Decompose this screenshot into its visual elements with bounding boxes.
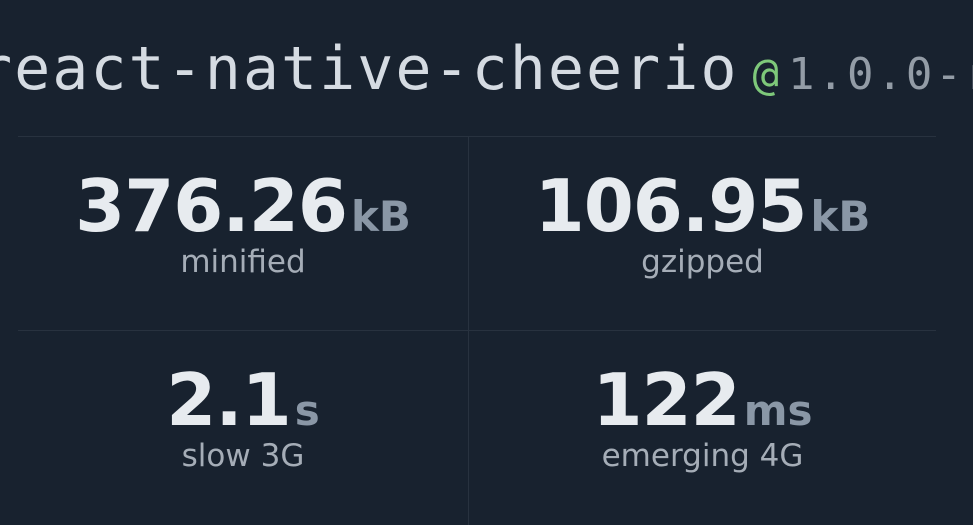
stat-gzipped: 106.95kB gzipped xyxy=(469,164,936,280)
version-at-symbol: @ xyxy=(752,49,780,100)
grid-divider-top xyxy=(18,136,936,137)
stat-slow-3g-unit: s xyxy=(294,386,320,435)
stat-emerging-4g: 122ms emerging 4G xyxy=(469,358,936,474)
stat-slow-3g-label: slow 3G xyxy=(181,438,305,474)
stats-grid: 376.26kB minified 106.95kB gzipped 2.1s … xyxy=(18,136,936,525)
stat-slow-3g-value: 2.1 xyxy=(166,358,292,442)
stat-minified-unit: kB xyxy=(350,192,411,241)
package-title: react-native-cheerio @1.0.0-rc.4 xyxy=(0,32,973,112)
stat-minified-value-line: 376.26kB xyxy=(18,164,468,248)
stat-slow-3g: 2.1s slow 3G xyxy=(18,358,468,474)
stat-gzipped-unit: kB xyxy=(810,192,871,241)
package-name: react-native-cheerio xyxy=(0,34,739,104)
stat-emerging-4g-value-line: 122ms xyxy=(469,358,936,442)
stat-slow-3g-value-line: 2.1s xyxy=(18,358,468,442)
grid-divider-middle xyxy=(18,330,936,331)
package-title-text: react-native-cheerio @1.0.0-rc.4 xyxy=(0,32,973,112)
package-version: 1.0.0-rc.4 xyxy=(787,49,973,100)
stat-minified-value: 376.26 xyxy=(75,164,348,248)
grid-divider-vertical xyxy=(468,136,469,525)
stat-emerging-4g-label: emerging 4G xyxy=(601,438,804,474)
stat-emerging-4g-unit: ms xyxy=(743,386,813,435)
stat-minified-label: minified xyxy=(180,244,306,280)
stat-minified: 376.26kB minified xyxy=(18,164,468,280)
stat-gzipped-value: 106.95 xyxy=(534,164,808,248)
stat-gzipped-label: gzipped xyxy=(641,244,764,280)
stat-gzipped-value-line: 106.95kB xyxy=(469,164,936,248)
stat-emerging-4g-value: 122 xyxy=(592,358,740,442)
